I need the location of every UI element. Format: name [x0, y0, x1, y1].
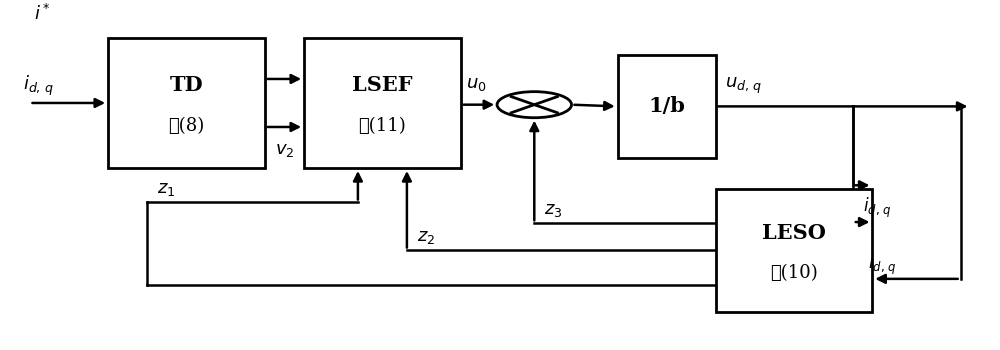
- Text: $z_2$: $z_2$: [417, 228, 435, 246]
- Text: $u_0$: $u_0$: [466, 75, 486, 93]
- FancyBboxPatch shape: [716, 189, 872, 312]
- FancyBboxPatch shape: [108, 38, 265, 168]
- Text: 1/b: 1/b: [648, 96, 685, 117]
- Text: 式(10): 式(10): [770, 264, 818, 282]
- Text: $z_3$: $z_3$: [544, 201, 563, 218]
- Text: LESO: LESO: [762, 223, 826, 243]
- Text: $i_{d,\!\ q}$: $i_{d,\!\ q}$: [868, 253, 896, 277]
- FancyBboxPatch shape: [618, 55, 716, 158]
- Text: $z_1$: $z_1$: [157, 180, 175, 198]
- Text: $i_{d,\!\ q}$: $i_{d,\!\ q}$: [23, 74, 54, 98]
- Text: $i^*$: $i^*$: [34, 4, 51, 24]
- Circle shape: [497, 92, 572, 118]
- Text: $i_{d,\!\ q}$: $i_{d,\!\ q}$: [863, 196, 891, 220]
- Text: LSEF: LSEF: [352, 75, 413, 95]
- Text: 式(11): 式(11): [359, 118, 406, 135]
- FancyBboxPatch shape: [304, 38, 461, 168]
- Text: $u_{d,\!\ q}$: $u_{d,\!\ q}$: [725, 76, 763, 96]
- Text: TD: TD: [170, 75, 203, 95]
- Text: 式(8): 式(8): [168, 118, 205, 135]
- Text: $v_2$: $v_2$: [275, 141, 294, 159]
